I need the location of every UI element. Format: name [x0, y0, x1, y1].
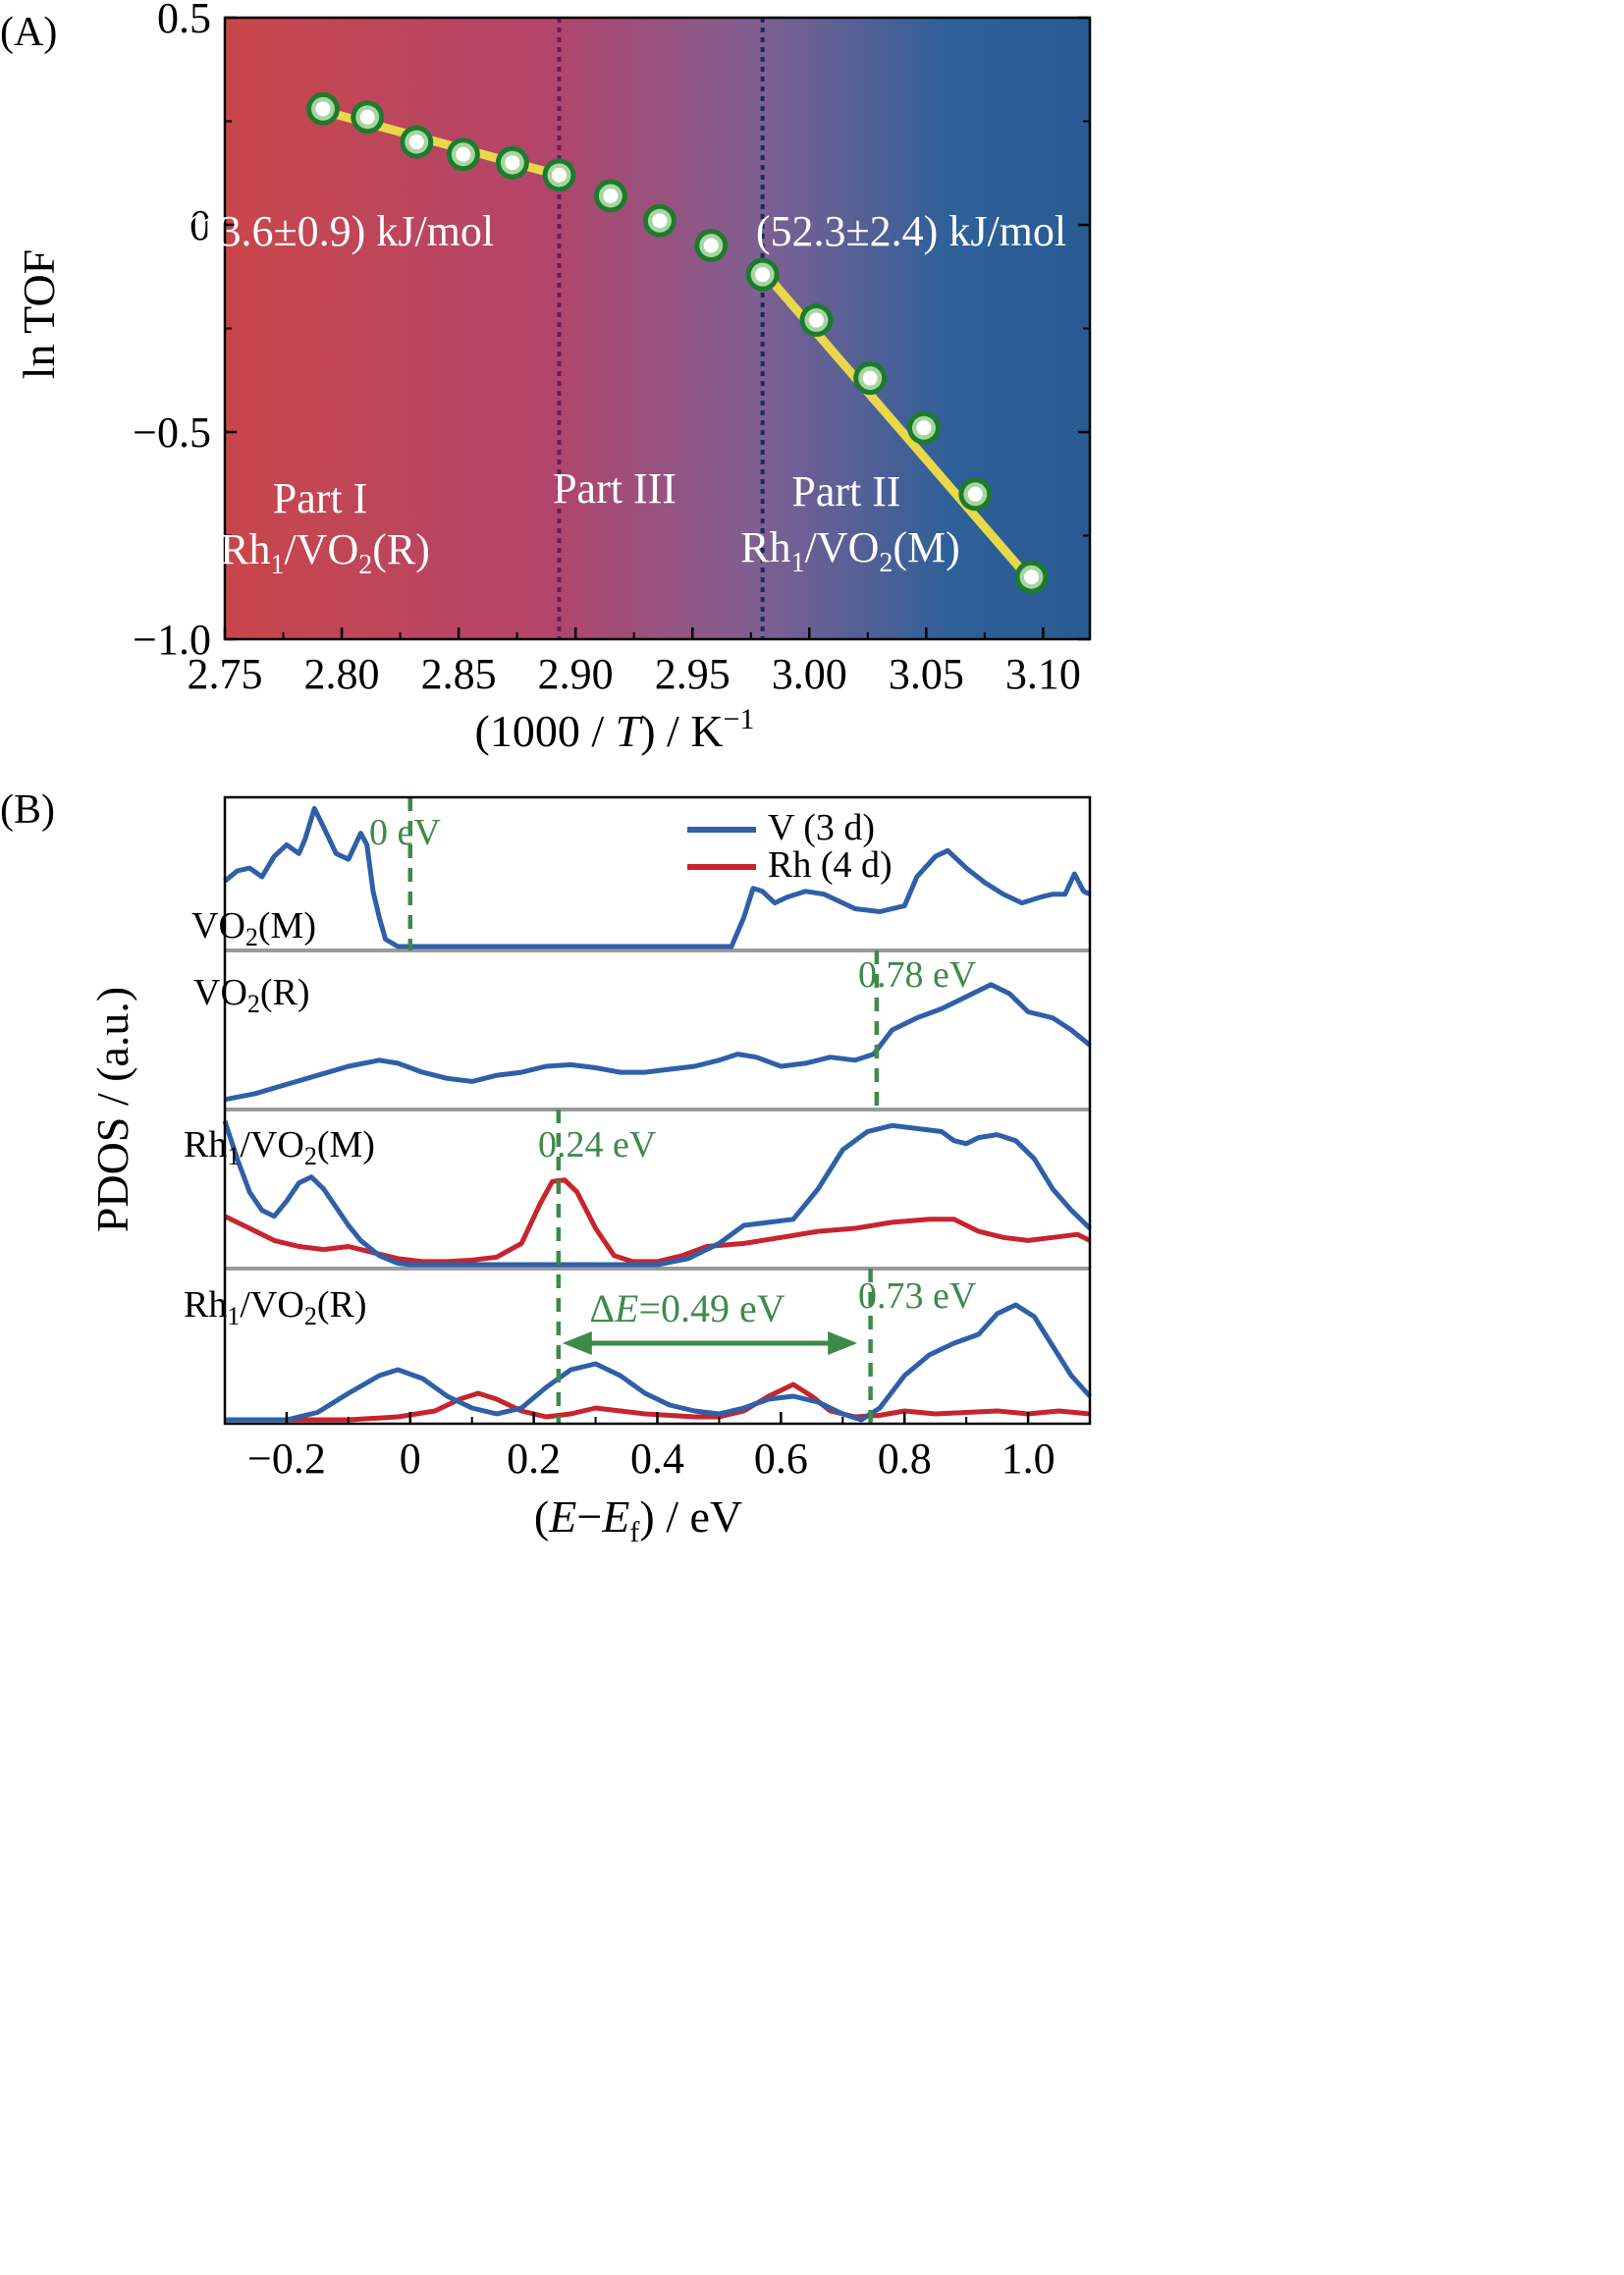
- x-tick-label: 2.80: [304, 650, 380, 698]
- part-i-catalyst-label: Rh1/VO2(R): [220, 525, 430, 580]
- v-3d-curve-rh1-vo2-r: [225, 1302, 1092, 1423]
- v-3d-curve-rh1-vo2-m: [222, 1119, 1092, 1268]
- y-tick-label: −1.0: [133, 616, 211, 664]
- x-tick-label: 2.95: [655, 650, 731, 698]
- activation-energy-right: (52.3±2.4) kJ/mol: [756, 207, 1066, 255]
- delta-e-label: ΔE=0.49 eV: [589, 1286, 785, 1330]
- panel-a-label: (A): [0, 10, 57, 55]
- panel-b-legend: V (3 d) Rh (4 d): [687, 807, 893, 886]
- subpanel-label-rh1-vo2-r: Rh1/VO2(R): [184, 1284, 366, 1330]
- v-3d-curve-vo2-m: [223, 805, 1092, 949]
- legend-rh4d-label: Rh (4 d): [768, 844, 893, 886]
- x-tick-label: 0.2: [507, 1435, 561, 1483]
- data-point: [495, 145, 529, 180]
- panel-b-x-axis-label-text: (E−Ef) / eV: [534, 1491, 742, 1548]
- legend-v3d-label: V (3 d): [768, 807, 875, 848]
- part-ii-catalyst-label: Rh1/VO2(M): [740, 523, 960, 578]
- panel-a: (A) 2.75 2.80 2.85 2.90 2.95 3.00 3.05 3.10 0.5 0…: [0, 0, 1092, 756]
- subpanel-label-rh1-vo2-m: Rh1/VO2(M): [184, 1124, 375, 1170]
- delta-e-arrow: [562, 1331, 858, 1355]
- x-tick-label: −0.2: [247, 1435, 326, 1483]
- data-point: [351, 100, 385, 135]
- part-iii-label: Part III: [553, 464, 677, 513]
- panel-a-y-axis-label: ln TOF: [14, 249, 64, 380]
- edge-label-0ev: 0 eV: [369, 812, 441, 853]
- part-i-label: Part I: [273, 474, 368, 522]
- x-tick-label: 3.00: [772, 650, 847, 698]
- x-tick-label: 0.4: [630, 1435, 684, 1483]
- x-tick-label: 0: [400, 1435, 421, 1483]
- data-point: [958, 477, 993, 512]
- activation-energy-left: (13.6±0.9) kJ/mol: [184, 207, 494, 255]
- x-tick-label: 2.90: [538, 650, 614, 698]
- data-point: [593, 179, 627, 213]
- data-point: [853, 361, 888, 396]
- x-tick-label: 2.85: [421, 650, 497, 698]
- data-point: [1014, 560, 1049, 594]
- data-point: [542, 158, 576, 192]
- data-point: [446, 137, 480, 172]
- x-tick-label: 0.8: [878, 1435, 932, 1483]
- rh-4d-curve-rh1-vo2-m: [223, 1177, 1092, 1265]
- y-tick-label: 0: [189, 201, 211, 249]
- edge-label-078ev: 0.78 eV: [858, 954, 977, 996]
- data-point: [400, 125, 434, 159]
- rh-4d-curve-rh1-vo2-r: [225, 1381, 1091, 1423]
- data-point: [745, 257, 780, 292]
- data-point: [642, 203, 677, 238]
- part-ii-label: Part II: [791, 467, 900, 515]
- data-point: [306, 91, 341, 126]
- data-point: [694, 229, 729, 263]
- x-tick-label: 3.10: [1005, 650, 1081, 698]
- v-3d-curve-vo2-r: [224, 982, 1092, 1103]
- data-point: [799, 303, 834, 338]
- x-tick-label: 2.75: [188, 650, 263, 698]
- subpanel-label-vo2-m: VO2(M): [191, 905, 316, 951]
- data-point: [906, 410, 941, 445]
- x-tick-label: 1.0: [1001, 1435, 1056, 1483]
- edge-label-024ev: 0.24 eV: [538, 1124, 657, 1165]
- subpanel-label-vo2-r: VO2(R): [193, 972, 310, 1018]
- panel-a-x-axis-label: (1000 / T) / K−1: [475, 703, 755, 756]
- y-tick-label: 0.5: [157, 0, 211, 42]
- x-tick-label: 0.6: [754, 1435, 808, 1483]
- panel-b-y-axis-label: PDOS / (a.u.): [87, 987, 137, 1232]
- edge-label-073ev: 0.73 eV: [858, 1275, 977, 1317]
- panel-b: (B) −0.2 0 0.2 0.4 0.6 0.8 1.0 V (3 d) Rh (4 d…: [0, 787, 1092, 1548]
- panel-b-label: (B): [0, 787, 55, 833]
- y-tick-label: −0.5: [133, 408, 211, 457]
- x-tick-label: 3.05: [889, 650, 964, 698]
